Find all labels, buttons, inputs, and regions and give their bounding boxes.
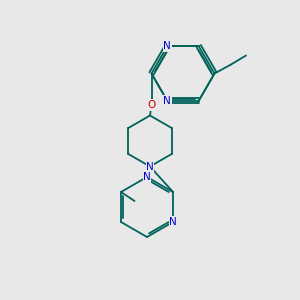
Text: N: N	[143, 172, 151, 182]
Text: N: N	[164, 96, 171, 106]
Text: N: N	[169, 217, 177, 227]
Text: O: O	[147, 100, 156, 110]
Text: N: N	[146, 161, 154, 172]
Text: N: N	[164, 41, 171, 51]
